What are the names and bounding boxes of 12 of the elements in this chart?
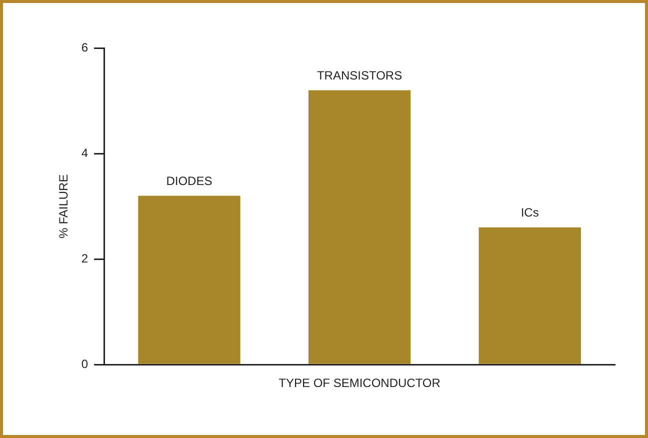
y-axis-title: % FAILURE (56, 174, 71, 238)
x-tick-label: ICs (520, 206, 539, 220)
x-tick-label: TRANSISTORS (316, 68, 402, 83)
y-tick-label: 0 (81, 356, 88, 371)
bar (478, 227, 581, 364)
bar (308, 90, 411, 364)
bar (138, 196, 240, 364)
y-tick-label: 6 (81, 40, 88, 54)
x-tick-label: DIODES (166, 174, 212, 188)
y-tick-label: 4 (81, 146, 88, 160)
x-axis-title: TYPE OF SEMICONDUCTOR (278, 376, 441, 390)
y-tick-label: 2 (81, 251, 88, 266)
